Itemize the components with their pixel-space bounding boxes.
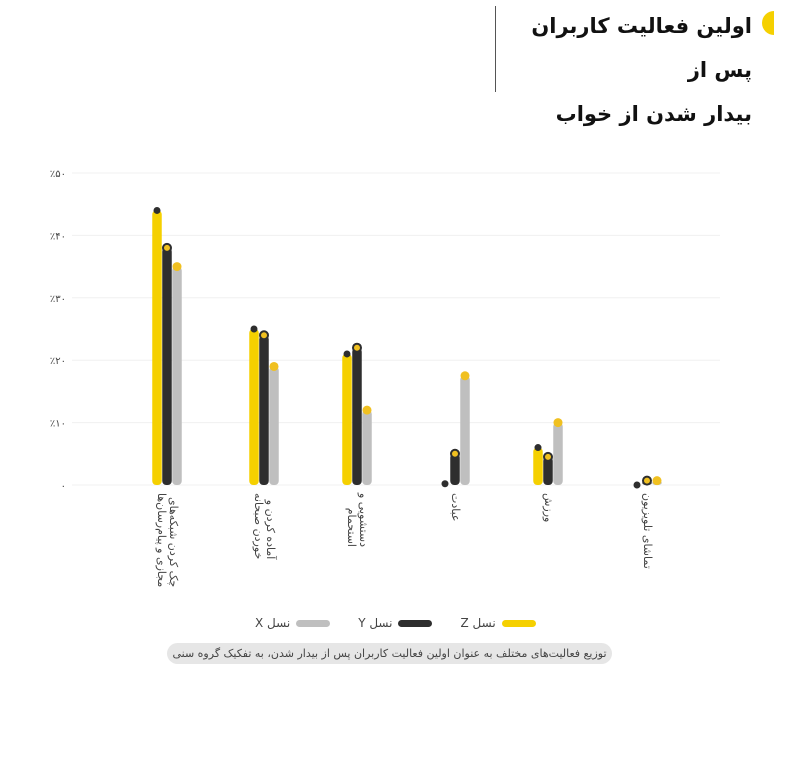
data-point-marker bbox=[343, 350, 351, 358]
bar bbox=[172, 266, 182, 485]
data-point-marker bbox=[534, 444, 542, 452]
x-tick-label-line: چک کردن شبکه‌های bbox=[167, 497, 180, 588]
bar bbox=[152, 210, 162, 485]
legend-label-x: نسل X bbox=[255, 616, 291, 630]
chart-caption: توزیع فعالیت‌های مختلف به عنوان اولین فع… bbox=[167, 643, 612, 664]
legend-item-x: نسل X bbox=[255, 616, 331, 630]
bar bbox=[543, 456, 553, 485]
title-line-1: اولین فعالیت کاربران پس از bbox=[531, 14, 752, 82]
x-tick-label-line: ورزش bbox=[542, 493, 555, 523]
x-tick-label-line: استحمام bbox=[345, 507, 358, 547]
data-point-marker bbox=[543, 451, 553, 462]
x-tick-label-line: تماشای تلویزیون bbox=[641, 493, 654, 569]
legend-swatch-x bbox=[296, 619, 331, 627]
legend: نسل Z نسل Y نسل X bbox=[255, 616, 536, 630]
bar bbox=[553, 422, 563, 485]
bar bbox=[352, 347, 362, 485]
data-point-marker bbox=[633, 481, 641, 489]
x-tick-label: چک کردن شبکه‌های مجازی و پیام‌رسان‌ها bbox=[155, 493, 180, 588]
data-point-marker bbox=[450, 448, 460, 459]
data-point-marker bbox=[642, 475, 652, 486]
bar bbox=[450, 453, 460, 485]
bar bbox=[533, 447, 543, 485]
y-tick-label: ٪۴۰ bbox=[50, 231, 66, 242]
bar bbox=[249, 329, 259, 485]
bar bbox=[362, 410, 372, 485]
x-tick-label-line: مجازی و پیام‌رسان‌ها bbox=[155, 493, 168, 588]
data-point-marker bbox=[362, 405, 372, 415]
bar bbox=[162, 247, 172, 485]
legend-swatch-y bbox=[398, 619, 433, 627]
x-tick-label-line: خوردن صبحانه bbox=[252, 493, 265, 560]
data-point-marker bbox=[250, 325, 258, 333]
data-point-marker bbox=[441, 480, 449, 488]
y-tick-label: ٪۳۰ bbox=[50, 294, 66, 305]
title-divider bbox=[495, 6, 496, 92]
bar-chart: ۰ ٪۱۰ ٪۲۰ ٪۳۰ ٪۴۰ ٪۵۰ bbox=[50, 169, 720, 492]
data-point-marker bbox=[172, 262, 182, 272]
data-point-marker bbox=[460, 371, 470, 381]
data-point-marker bbox=[652, 476, 662, 486]
x-tick-label: آماده کردن و خوردن صبحانه bbox=[252, 493, 277, 560]
data-point-marker bbox=[352, 342, 362, 353]
data-point-marker bbox=[153, 206, 161, 214]
x-tick-label-line: دستشویی و bbox=[357, 493, 370, 547]
legend-item-y: نسل Y bbox=[358, 616, 433, 630]
y-tick-label: ٪۵۰ bbox=[50, 169, 66, 180]
x-tick-label: دستشویی و استحمام bbox=[345, 493, 370, 547]
data-point-marker bbox=[269, 361, 279, 371]
data-point-marker bbox=[162, 242, 172, 253]
bar bbox=[259, 335, 269, 485]
title-line-2: بیدار شدن از خواب bbox=[555, 102, 752, 126]
x-tick-label: عبادت bbox=[449, 493, 462, 522]
y-tick-label: ۰ bbox=[61, 481, 66, 492]
chart-title: اولین فعالیت کاربران پس از بیدار شدن از … bbox=[502, 4, 752, 136]
y-tick-label: ٪۲۰ bbox=[50, 356, 66, 367]
legend-swatch-z bbox=[501, 619, 536, 627]
data-point-marker bbox=[259, 330, 269, 341]
x-tick-label-line: عبادت bbox=[449, 493, 462, 522]
bar bbox=[269, 366, 279, 485]
x-tick-label: ورزش bbox=[542, 493, 555, 523]
legend-label-y: نسل Y bbox=[358, 616, 393, 630]
x-tick-label: تماشای تلویزیون bbox=[641, 493, 654, 569]
bar bbox=[460, 375, 470, 485]
legend-label-z: نسل Z bbox=[460, 616, 496, 630]
y-tick-label: ٪۱۰ bbox=[50, 419, 66, 430]
data-point-marker bbox=[553, 418, 563, 428]
bar bbox=[342, 353, 352, 485]
x-tick-label-line: آماده کردن و bbox=[264, 499, 277, 560]
legend-item-z: نسل Z bbox=[460, 616, 536, 630]
